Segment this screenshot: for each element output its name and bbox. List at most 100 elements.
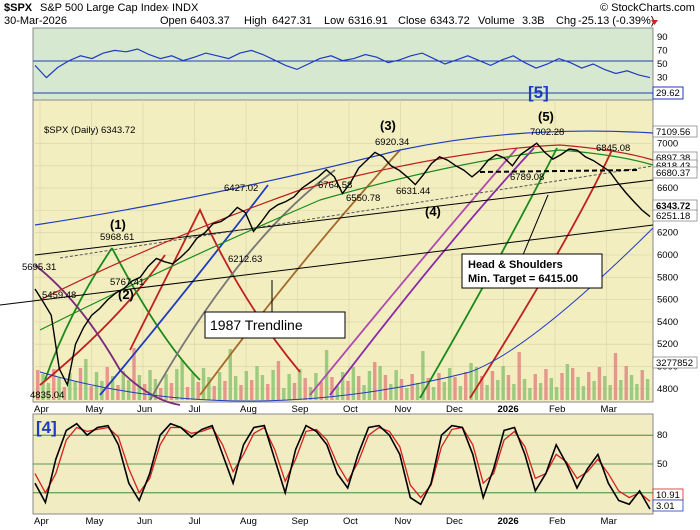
open-value: 6403.37 [190,15,230,27]
price-point-label: 6789.08 [510,172,544,183]
main-x-axis: Apr May Jun Jul Aug Sep Oct Nov Dec 2026 Feb Mar [34,404,617,415]
volume-bar [496,380,500,400]
main-legend: $SPX (Daily) 6343.72 [44,125,135,136]
volume-bar [105,367,109,400]
volume-bar [522,379,527,400]
volume-bar [490,371,495,400]
volume-bar [212,386,216,400]
volume-bar [164,374,168,400]
main-x-tick: Aug [240,404,257,415]
price-point-label: 6212.63 [228,254,262,265]
volume-bar [223,381,227,400]
right-axis-label: 6897.38 [656,153,690,164]
cycle-arc-violet-2 [329,147,535,396]
volume-bars [36,348,650,400]
volume-bar [373,362,377,400]
price-point-label: 7002.28 [530,127,564,138]
volume-bar [608,385,612,400]
price-point-label: 5767.41 [110,277,144,288]
main-x-tick: Sep [292,404,309,415]
close-label: Close [398,15,426,27]
volume-bar [169,383,174,400]
cycle-arc-grey-1 [149,169,336,401]
volume-bar [346,381,350,400]
volume-bar [394,370,398,400]
volume-bar [576,377,580,400]
volume-bar [410,374,414,400]
right-axis-label: 6343.72 [656,201,690,212]
volume-bar [469,363,473,400]
main-y-tick: 5800 [657,272,678,283]
chg-label: Chg [556,15,576,27]
volume-bar [89,386,93,400]
chart-exchange-code: INDX [172,2,199,14]
stoch-k-line [34,422,651,510]
volume-bar [276,361,281,400]
volume-bar [73,382,77,400]
close-value: 6343.72 [430,15,470,27]
price-point-label: 6920.34 [375,137,409,148]
volume-bar [250,380,254,400]
trendline-label-box [204,311,346,339]
volume-bar [426,378,430,400]
volume-bar [538,383,543,400]
elliott-wave-label: (1) [110,217,126,232]
volume-bar [116,385,120,400]
top-y-tick: 90 [657,32,668,43]
high-label: High [244,15,267,27]
bottom-x-tick: Dec [446,516,463,527]
volume-bar [421,351,425,400]
chg-value: -25.13 (-0.39%) [578,15,654,27]
volume-bar [319,382,323,400]
volume-bar [266,384,270,400]
target-pointer [519,194,549,263]
volume-bar [517,352,521,400]
volume-bar [191,373,195,400]
volume-bar [581,386,586,400]
volume-bar [629,375,634,400]
volume-bar [287,374,291,400]
main-y-tick: 5400 [657,317,678,328]
bottom-x-tick: Apr [34,516,49,527]
low-value: 6316.91 [348,15,388,27]
bottom-x-tick: Mar [601,516,617,527]
wave-labels: (1) (2) (3) (4) (5) [110,109,554,302]
bottom-right-labels: 10.913.01 [652,488,684,512]
main-x-tick: Mar [601,404,617,415]
price-point-label: 6845.08 [596,143,630,154]
rsi-series-line [34,48,651,79]
main-y-tick: 5200 [657,339,678,350]
volume-bar [554,387,559,400]
volume-bar [560,373,564,400]
volume-bar [587,372,591,400]
bottom-x-tick: Sep [292,516,309,527]
volume-bar [458,386,463,400]
bottom-x-tick: May [86,516,104,527]
price-point-label: 5968.61 [100,232,134,243]
volume-bar [330,377,334,400]
price-series-line [34,142,651,388]
volume-bar [159,388,163,400]
main-x-tick: Feb [549,404,565,415]
main-x-tick: Oct [343,404,358,415]
lower-channel-line [39,227,654,402]
volume-bar [46,383,51,400]
volume-bar [303,378,307,400]
open-label: Open [160,15,187,27]
cycle-arc-green-1 [44,247,113,381]
main-y-tick: 6600 [657,183,678,194]
bottom-x-tick: 2026 [498,516,519,527]
bottom-x-tick: Feb [549,516,565,527]
elliott-wave-label: (5) [538,109,554,124]
volume-bar [292,383,297,400]
trendline-1987 [0,224,654,306]
volume-bar [549,378,553,400]
volume-bar [239,385,243,400]
cycle-arc-brown-1 [199,149,401,396]
volume-bar [244,371,249,400]
volume-bar [121,371,125,400]
volume-bar [619,380,623,400]
low-label: Low [324,15,344,27]
volume-bar [196,382,200,400]
